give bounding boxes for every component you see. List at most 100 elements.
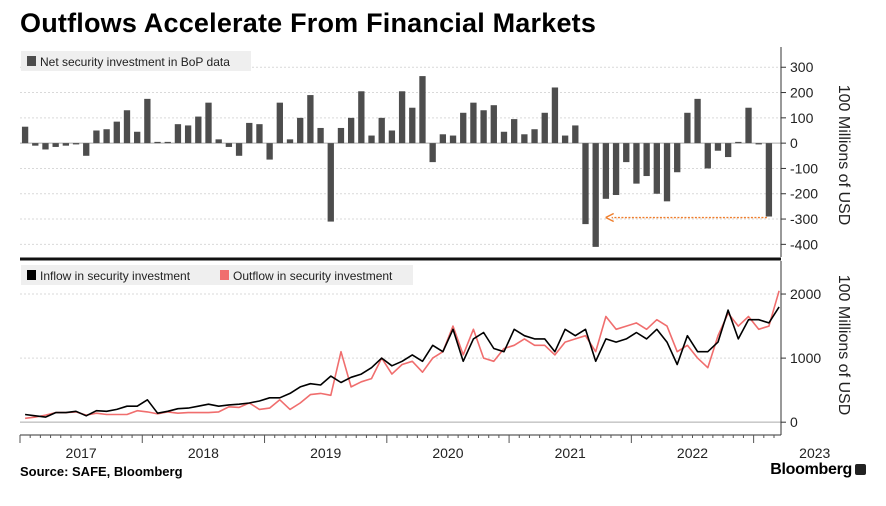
top-legend: Net security investment in BoP data: [21, 51, 251, 71]
net-investment-bar: [745, 107, 752, 144]
net-investment-bar: [358, 91, 365, 144]
legend-box: [21, 265, 413, 285]
legend-box: [21, 51, 251, 71]
y-tick-label: 0: [790, 414, 798, 430]
x-tick-label: 2022: [677, 445, 708, 461]
net-investment-bar: [266, 143, 273, 160]
net-investment-bar: [714, 143, 722, 151]
y-tick-label: 0: [790, 135, 798, 151]
x-tick-label: 2017: [66, 445, 97, 461]
y-tick-label: 2000: [790, 286, 821, 302]
net-investment-bar: [653, 143, 660, 194]
net-investment-bar: [735, 141, 742, 144]
x-axis: 2017 2018 2019 2020 2021 2022 2023: [19, 434, 831, 461]
bottom-panel-y-axis: 0 1000 2000: [780, 261, 821, 435]
series-line: [25, 290, 780, 420]
net-investment-bar: [184, 125, 192, 144]
net-investment-bar: [52, 143, 59, 147]
net-investment-bar: [541, 112, 548, 144]
net-investment-bar: [561, 135, 569, 144]
x-tick-label: 2019: [310, 445, 341, 461]
net-investment-bar: [429, 143, 436, 163]
net-investment-bar: [684, 112, 691, 144]
net-investment-bar: [663, 143, 671, 202]
y-tick-label: 1000: [790, 350, 821, 366]
net-investment-bar: [633, 143, 640, 184]
x-tick-label: 2018: [188, 445, 219, 461]
net-investment-bar: [704, 143, 711, 169]
net-investment-bar: [83, 143, 90, 156]
y-tick-label: 100: [790, 110, 814, 126]
net-investment-bar: [93, 130, 100, 144]
net-investment-bar: [500, 131, 508, 144]
net-investment-bar: [317, 127, 324, 144]
legend-label: Outflow in security investment: [233, 269, 393, 283]
net-investment-bar: [235, 143, 243, 156]
bloomberg-terminal-icon: [855, 464, 866, 475]
net-investment-bar: [215, 139, 222, 144]
net-investment-bar: [511, 119, 518, 144]
net-investment-bar: [409, 107, 416, 144]
arrow-head: [605, 212, 615, 223]
net-investment-bar: [674, 143, 681, 173]
net-investment-bar: [531, 129, 538, 144]
x-tick-label: 2021: [555, 445, 586, 461]
net-investment-bar: [225, 143, 233, 147]
net-investment-bar: [521, 134, 528, 144]
y-tick-label: 300: [790, 59, 814, 75]
net-investment-bar: [755, 143, 762, 145]
net-investment-bar: [582, 143, 589, 225]
y-tick-label: -400: [790, 236, 818, 252]
net-investment-bar: [449, 135, 457, 144]
net-investment-bar: [439, 134, 447, 144]
top-y-axis-label: 100 Millions of USD: [835, 85, 852, 226]
bottom-legend: Inflow in security investment Outflow in …: [21, 265, 413, 285]
net-investment-bar: [256, 124, 263, 144]
net-investment-bar: [480, 110, 487, 144]
net-investment-bar: [327, 143, 334, 222]
net-investment-bar: [347, 117, 355, 144]
y-tick-label: -300: [790, 211, 818, 227]
bottom-panel-grid: [20, 293, 781, 423]
net-investment-bar: [195, 116, 202, 144]
legend-swatch: [27, 270, 36, 280]
top-panel-y-axis: -400 -300 -200 -100 0 100 200 300: [780, 47, 818, 257]
bloomberg-logo: Bloomberg: [770, 461, 852, 478]
legend-label: Inflow in security investment: [40, 269, 191, 283]
legend-label: Net security investment in BoP data: [40, 55, 230, 69]
y-tick-label: 200: [790, 85, 814, 101]
bottom-y-axis-label: 100 Millions of USD: [835, 275, 852, 416]
net-investment-bar: [572, 125, 579, 144]
legend-swatch: [220, 270, 229, 280]
y-tick-label: -100: [790, 160, 818, 176]
net-investment-bar: [21, 126, 29, 144]
page-title: Outflows Accelerate From Financial Marke…: [20, 8, 597, 38]
x-tick-label: 2020: [432, 445, 463, 461]
net-investment-bar: [32, 143, 39, 146]
net-investment-bar: [113, 121, 120, 144]
net-investment-bar: [602, 143, 610, 199]
net-investment-bar: [724, 143, 732, 158]
net-investment-bar: [765, 143, 773, 217]
net-investment-bar: [154, 141, 161, 144]
net-investment-bar: [297, 117, 304, 144]
net-investment-bar: [470, 102, 477, 144]
source-note: Source: SAFE, Bloomberg: [20, 464, 183, 479]
legend-swatch: [27, 56, 36, 66]
net-investment-bar: [134, 131, 141, 144]
net-investment-bar: [144, 98, 151, 144]
net-investment-bar: [246, 122, 253, 144]
net-investment-bars: [21, 76, 773, 247]
net-investment-bar: [164, 141, 171, 144]
net-investment-bar: [174, 124, 182, 144]
net-investment-bar: [490, 105, 497, 144]
inflow-outflow-lines: [24, 290, 780, 420]
net-investment-bar: [72, 143, 80, 145]
net-investment-bar: [286, 139, 294, 144]
net-investment-bar: [643, 143, 650, 177]
y-tick-label: -200: [790, 186, 818, 202]
net-investment-bar: [623, 143, 630, 163]
net-investment-bar: [337, 127, 345, 144]
net-investment-bar: [460, 112, 467, 144]
